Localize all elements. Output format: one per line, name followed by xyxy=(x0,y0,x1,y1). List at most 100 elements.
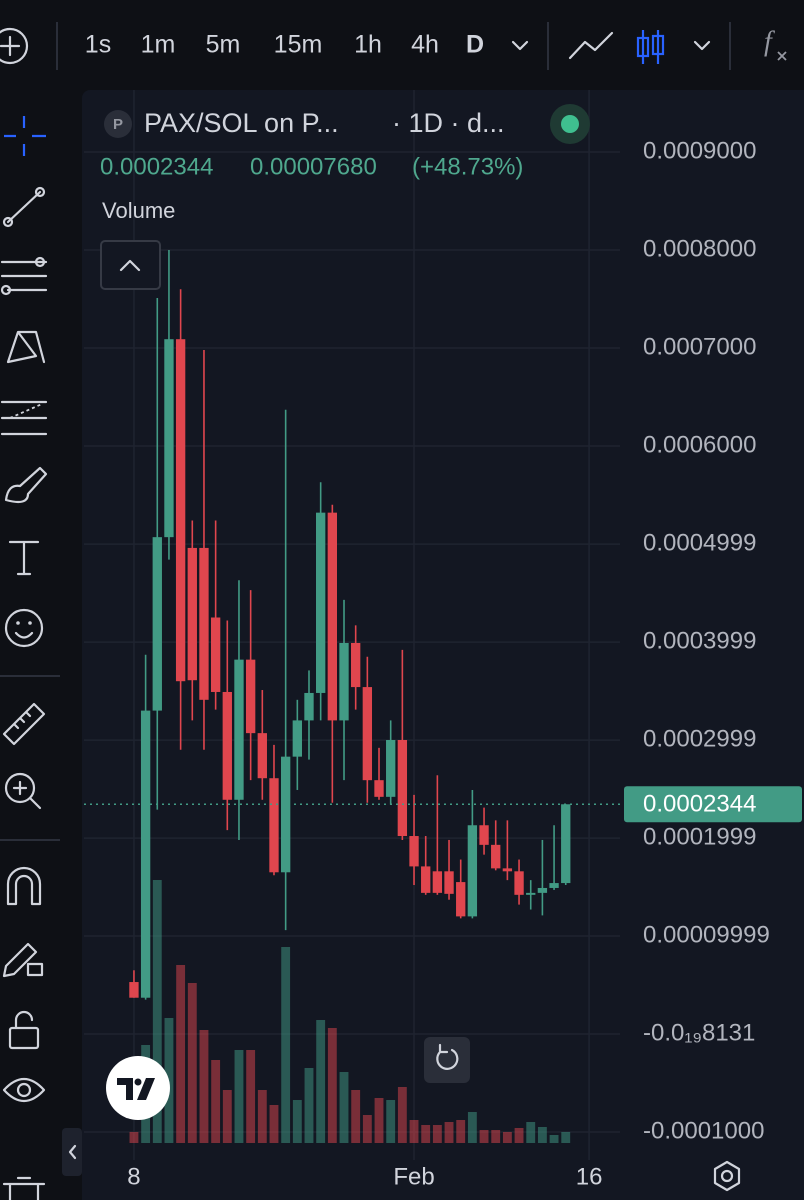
interval-button[interactable]: 1m xyxy=(141,31,176,59)
icon xyxy=(34,186,46,198)
candle-icon xyxy=(636,36,650,58)
logo-mark xyxy=(117,1078,155,1100)
volume-bar xyxy=(444,1122,454,1143)
interval-button[interactable]: 15m xyxy=(274,31,323,59)
x-tick-label: 8 xyxy=(127,1163,140,1190)
brush-tool[interactable] xyxy=(4,466,48,504)
volume-bar xyxy=(281,947,291,1143)
y-tick-label: 0.0002999 xyxy=(643,725,756,752)
collapse-button[interactable] xyxy=(100,240,161,290)
volume-bar xyxy=(502,1132,512,1143)
volume-bar xyxy=(362,1115,372,1143)
x-tick-label: Feb xyxy=(393,1163,434,1190)
volume-bar xyxy=(339,1072,349,1143)
indicator-name: Volume xyxy=(102,198,175,223)
crosshair-tool[interactable] xyxy=(4,116,46,156)
candle-body xyxy=(421,866,431,893)
volume-bar xyxy=(456,1120,466,1143)
volume-bar xyxy=(549,1135,559,1143)
volume-bar xyxy=(514,1128,524,1143)
interval-dropdown[interactable] xyxy=(511,40,529,51)
icon xyxy=(0,400,48,436)
candle-body xyxy=(152,537,162,711)
add-icon xyxy=(0,35,21,57)
interval-button[interactable]: D xyxy=(466,31,484,59)
lock-drawing-tool[interactable] xyxy=(2,942,44,978)
candle-body xyxy=(210,617,221,692)
interval-button[interactable]: 1h xyxy=(354,31,382,59)
candle-body xyxy=(292,720,302,757)
reset-button[interactable] xyxy=(424,1037,470,1083)
chart-panel xyxy=(82,90,804,1200)
icon xyxy=(8,1026,40,1050)
candle-body xyxy=(374,780,384,797)
volume-bar xyxy=(479,1130,489,1143)
interval-button[interactable]: 4h xyxy=(411,31,439,59)
volume-bar xyxy=(257,1090,267,1143)
volume-bar xyxy=(561,1132,571,1143)
icon xyxy=(0,260,48,292)
ruler-tool[interactable] xyxy=(2,702,46,746)
zoom-tool[interactable] xyxy=(4,772,42,810)
add-button[interactable] xyxy=(0,27,29,65)
magnet-tool[interactable] xyxy=(6,866,42,906)
interval-button[interactable]: 5m xyxy=(206,31,241,59)
candle-body xyxy=(537,887,548,893)
candle-body xyxy=(187,547,197,681)
volume-bar xyxy=(187,983,197,1143)
volume-bar xyxy=(234,1050,244,1143)
volume-bar xyxy=(432,1125,442,1143)
candle-body xyxy=(514,871,524,895)
icon xyxy=(4,772,36,804)
emoji-tool[interactable] xyxy=(4,608,44,648)
icon xyxy=(14,1010,34,1030)
sidebar-toggle[interactable] xyxy=(62,1128,82,1176)
volume-bar xyxy=(327,1028,337,1143)
y-tick-label: -0.0₁₉8131 xyxy=(643,1019,755,1046)
y-tick-label: 0.0009000 xyxy=(643,137,756,164)
interval-button[interactable]: 1s xyxy=(85,31,111,59)
last-price-box xyxy=(624,786,802,823)
chart-type-dropdown[interactable] xyxy=(693,40,711,51)
candle-body xyxy=(479,825,489,845)
volume-bar xyxy=(491,1130,501,1143)
candle-body xyxy=(456,882,466,917)
y-tick-label: 0.00009999 xyxy=(643,921,770,948)
volume-bar xyxy=(467,1112,477,1143)
volume-bar xyxy=(222,1090,232,1143)
trendline-tool[interactable] xyxy=(2,186,46,228)
lock-tool[interactable] xyxy=(8,1010,40,1050)
candle-chart-button[interactable] xyxy=(636,30,665,64)
icon xyxy=(28,621,32,625)
y-tick-label: 0.0001999 xyxy=(643,823,756,850)
logo[interactable] xyxy=(106,1056,170,1120)
pattern-tool[interactable] xyxy=(6,330,46,364)
candle-body xyxy=(245,659,256,734)
forecast-tool[interactable] xyxy=(0,400,48,436)
y-tick-label: 0.0004999 xyxy=(643,529,756,556)
candle-body xyxy=(432,871,443,893)
icon xyxy=(4,116,46,156)
visibility-tool[interactable] xyxy=(2,1077,46,1103)
symbol-icon xyxy=(104,110,132,138)
volume-bar xyxy=(386,1100,396,1143)
delete-tool[interactable] xyxy=(2,1176,46,1200)
collapse-icon xyxy=(119,259,141,272)
candle-body xyxy=(280,756,291,873)
volume-bar xyxy=(199,1030,209,1143)
icon xyxy=(6,330,46,364)
line-chart-button[interactable] xyxy=(568,31,614,60)
settings-button[interactable] xyxy=(713,1160,741,1192)
indicator-button[interactable]: f xyxy=(764,26,775,57)
fib-tool[interactable] xyxy=(0,256,48,296)
symbol-name[interactable]: PAX/SOL on P... xyxy=(144,108,339,138)
candle-body xyxy=(164,339,174,538)
candle-body xyxy=(315,512,326,693)
settings-icon xyxy=(720,1169,734,1183)
candle-icon xyxy=(651,34,665,56)
candle-body xyxy=(467,825,478,917)
icon xyxy=(2,1077,46,1103)
symbol-icon-letter: P xyxy=(113,116,123,133)
text-tool[interactable] xyxy=(8,540,40,576)
y-tick-label: 0.0008000 xyxy=(643,235,756,262)
